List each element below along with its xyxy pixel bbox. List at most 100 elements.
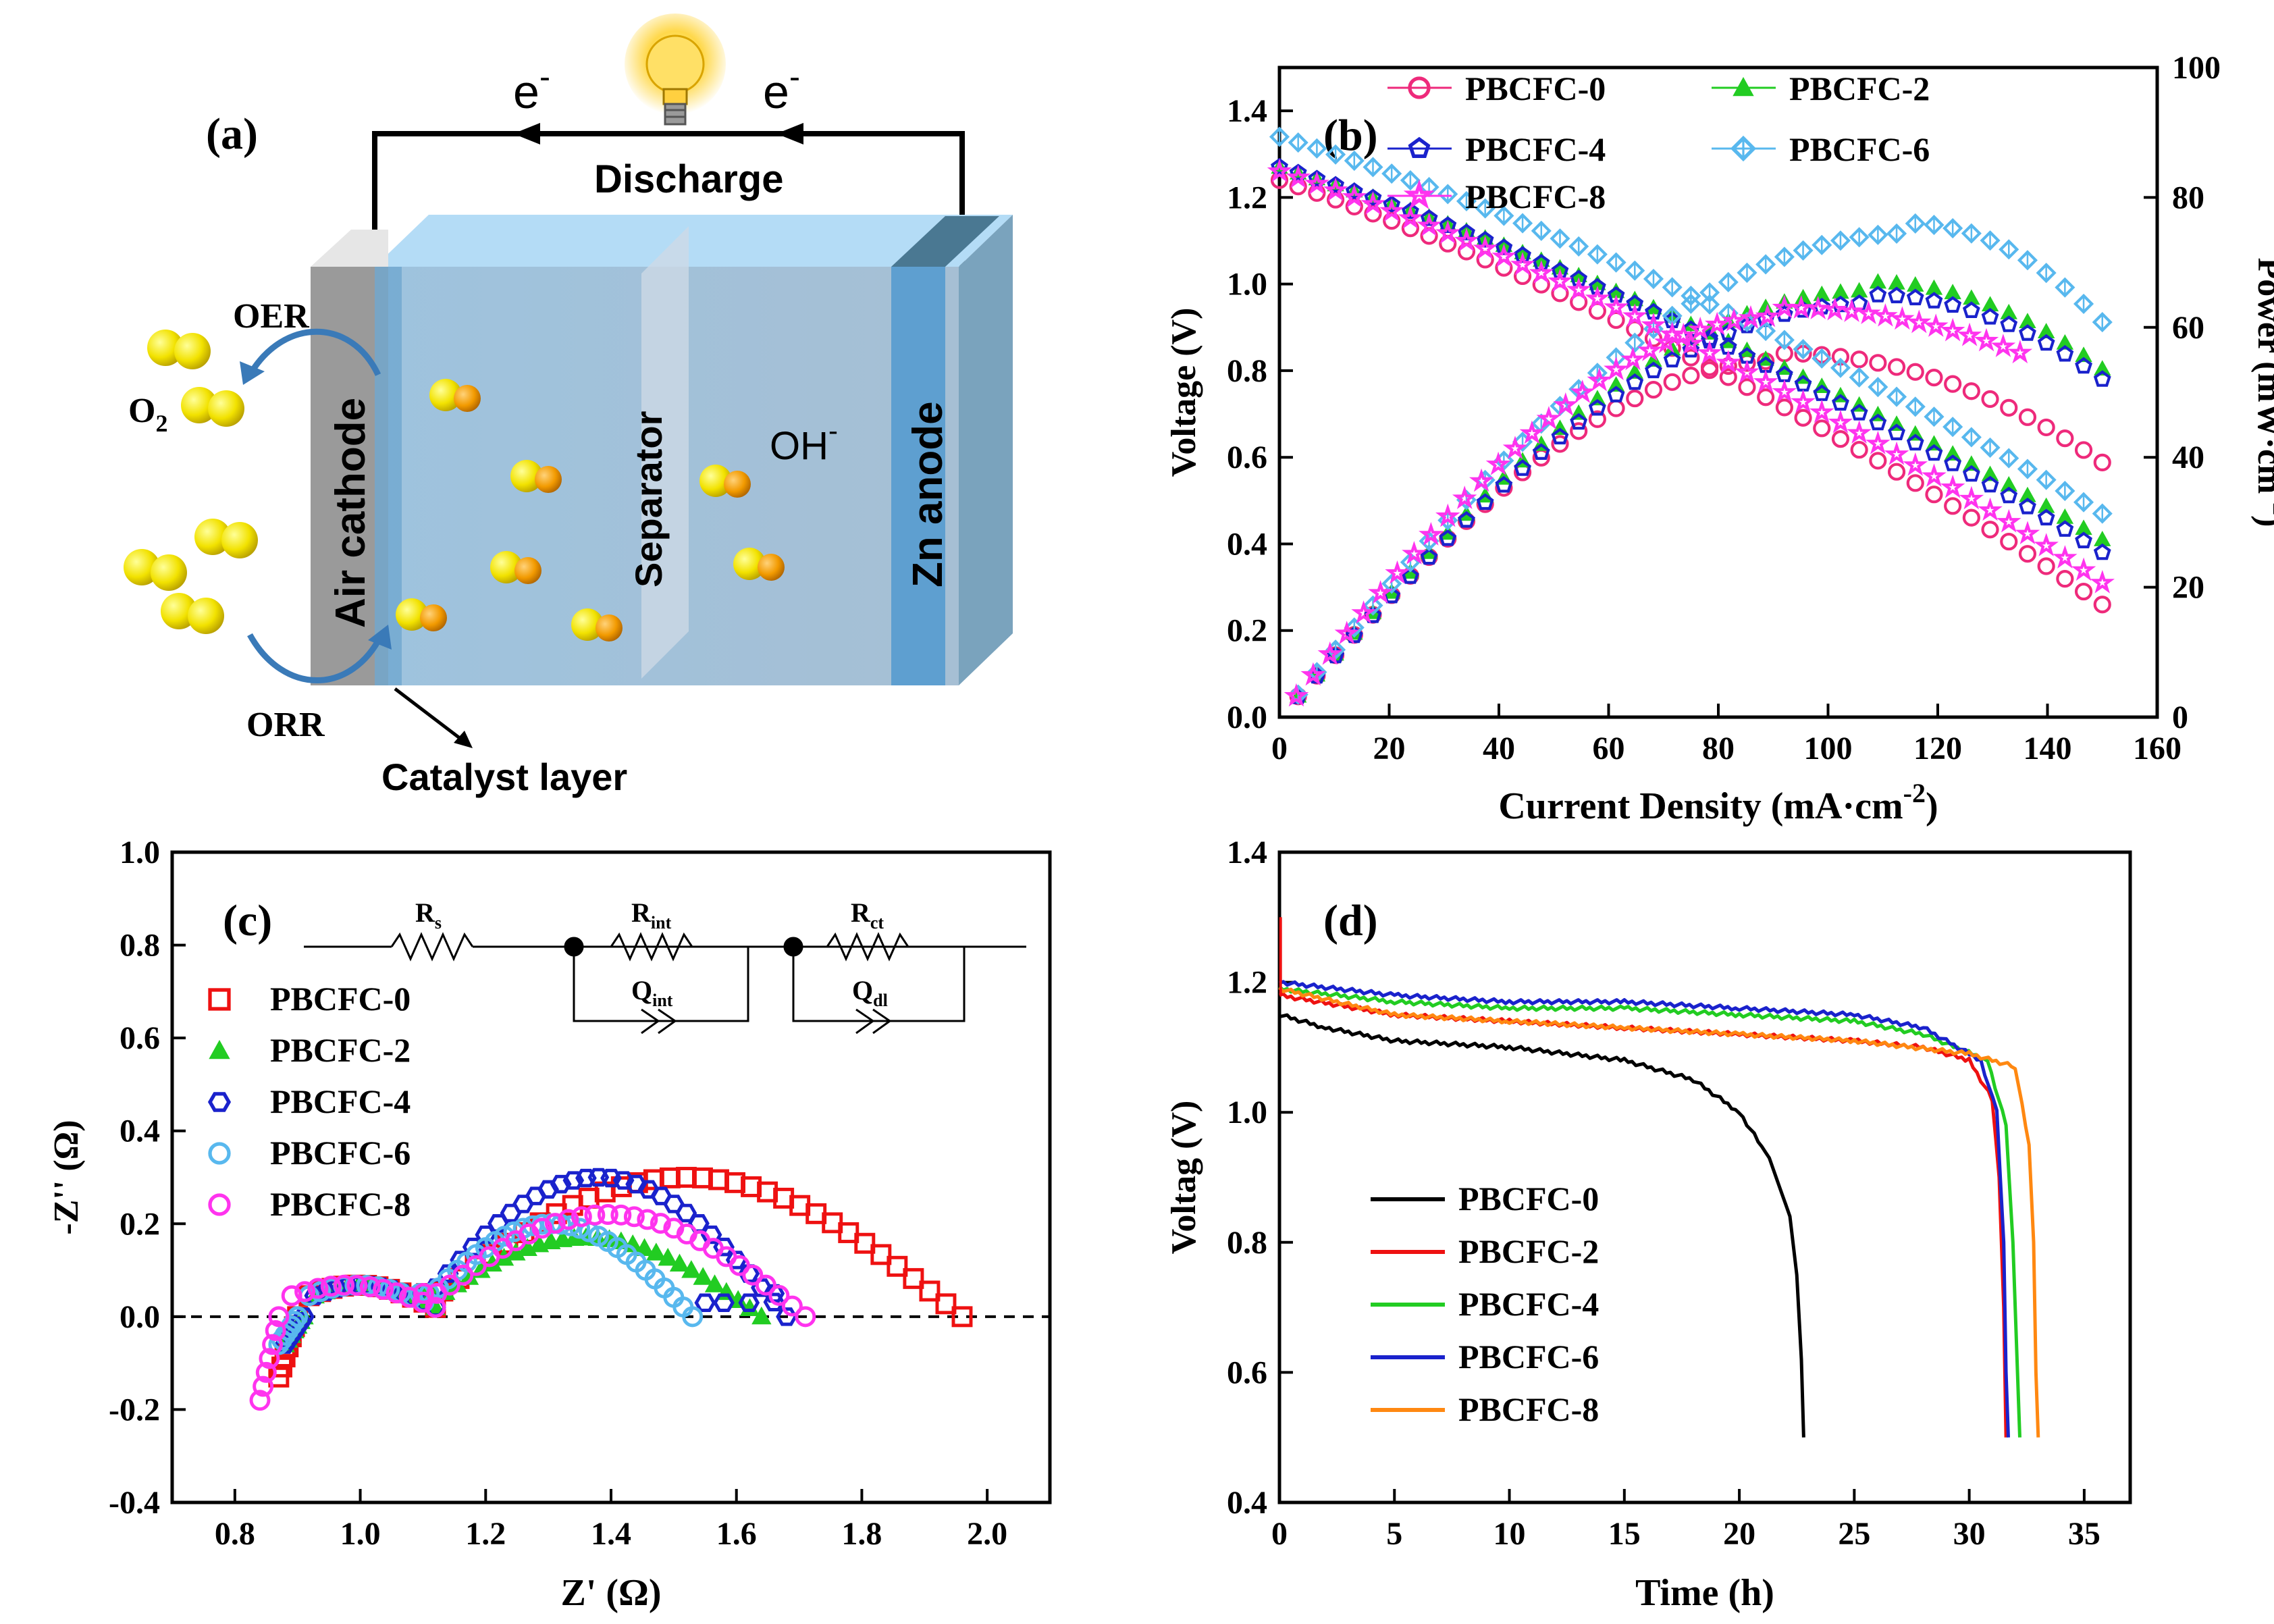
- voltage-point: [1757, 388, 1775, 407]
- power-point: [1990, 334, 2016, 357]
- impedance-point: [413, 1282, 434, 1304]
- impedance-point: [249, 1390, 271, 1411]
- impedance-point: [600, 1168, 622, 1188]
- impedance-point: [795, 1306, 816, 1328]
- power-point: [1570, 413, 1588, 430]
- voltage-point: [1345, 182, 1363, 199]
- impedance-point: [751, 1306, 772, 1325]
- panel-d-tag: (d): [1323, 896, 1378, 945]
- power-point: [1687, 316, 1713, 340]
- cell-top-face: [375, 215, 1013, 267]
- power-point: [1551, 427, 1569, 445]
- voltage-point: [1999, 448, 2019, 469]
- power-point: [1718, 271, 1739, 292]
- voltage-point: [2055, 480, 2075, 502]
- catalyst-pointer: [394, 687, 467, 744]
- voltage-point: [1922, 463, 1947, 488]
- power-point: [1868, 224, 1888, 245]
- power-point: [1925, 369, 1943, 387]
- power-point: [1923, 313, 1949, 337]
- voltage-point: [1981, 465, 1999, 481]
- oer-label: OER: [233, 297, 310, 336]
- voltage-point: [1585, 286, 1610, 309]
- voltage-point: [1887, 463, 1906, 481]
- power-point: [1551, 435, 1569, 453]
- y2-axis-label-sup: -2: [2267, 494, 2274, 515]
- impedance-point: [587, 1168, 610, 1187]
- voltage-point: [1809, 399, 1834, 423]
- x-tick-label: 0: [1271, 1516, 1288, 1552]
- power-point: [1981, 308, 1999, 325]
- power-point: [1654, 330, 1679, 353]
- power-point: [1721, 308, 1747, 332]
- o2-label: O2: [128, 392, 167, 437]
- y-tick-label: 0.2: [1227, 613, 1267, 649]
- voltage-point: [1512, 213, 1533, 234]
- power-point: [1682, 340, 1700, 358]
- voltage-point: [1308, 169, 1326, 186]
- impedance-point: [763, 1292, 785, 1311]
- x-axis-label-sup: -2: [1903, 778, 1926, 808]
- impedance-point: [562, 1171, 585, 1190]
- voltage-point: [2000, 486, 2018, 504]
- voltage-point: [1398, 205, 1423, 229]
- y-tick-label: 0.6: [1227, 440, 1267, 475]
- voltage-point: [1568, 236, 1589, 257]
- separator-membrane: [641, 226, 689, 679]
- impedance-point: [503, 1221, 525, 1242]
- x-tick-label: 80: [1702, 731, 1735, 766]
- power-point: [1856, 300, 1881, 325]
- power-point: [1850, 350, 1868, 369]
- hydroxide-ions: [396, 379, 785, 641]
- cpe-branch-dl: [792, 947, 966, 1022]
- power-point: [1974, 328, 1999, 352]
- power-point: [1849, 227, 1870, 248]
- impedance-point: [320, 1276, 342, 1297]
- power-point: [1942, 217, 1963, 239]
- y-tick-label: -0.4: [109, 1485, 160, 1521]
- x-axis-label-end: ): [1926, 785, 1938, 827]
- x-tick-label: 2.0: [967, 1516, 1007, 1552]
- power-point: [1890, 306, 1915, 330]
- electron-label-right: e-: [763, 59, 800, 118]
- voltage-point: [2034, 533, 2059, 556]
- power-point: [2019, 324, 2036, 341]
- power-point: [1300, 662, 1326, 686]
- voltage-point: [1906, 434, 1924, 451]
- legend-label: PBCFC-2: [270, 1031, 411, 1069]
- x-tick-label: 60: [1593, 731, 1625, 766]
- y-tick-label: 1.4: [1227, 835, 1267, 870]
- power-point: [2056, 429, 2074, 448]
- voltage-point: [1942, 417, 1963, 438]
- power-point: [1940, 317, 1965, 342]
- x-tick-label: 1.4: [591, 1516, 631, 1552]
- legend-marker: [208, 1142, 231, 1165]
- voltage-point: [1738, 378, 1756, 396]
- impedance-point: [558, 1209, 579, 1230]
- impedance-point: [425, 1296, 446, 1318]
- power-point: [2093, 370, 2111, 387]
- power-point: [1607, 399, 1625, 417]
- voltage-point: [1458, 224, 1475, 240]
- separator-label: Separator: [627, 411, 670, 587]
- voltage-point: [1925, 444, 1943, 461]
- resistor-rint: [610, 932, 693, 962]
- voltage-point: [1940, 474, 1965, 498]
- y-tick-label: 0.6: [120, 1020, 160, 1056]
- voltage-point: [1325, 144, 1346, 165]
- power-point: [1700, 361, 1719, 379]
- y2-tick-label: 40: [2172, 440, 2204, 475]
- voltage-point: [1925, 435, 1943, 451]
- voltage-point: [1981, 521, 1999, 539]
- y2-tick-label: 100: [2172, 50, 2221, 86]
- power-point: [1334, 621, 1359, 645]
- x-tick-label: 35: [2068, 1516, 2100, 1552]
- legend-label: PBCFC-8: [1458, 1390, 1599, 1428]
- impedance-point: [646, 1242, 666, 1261]
- power-point: [2000, 315, 2018, 332]
- power-point: [1681, 293, 1701, 314]
- x-axis-label: Time (h): [1635, 1572, 1774, 1614]
- voltage-point: [1289, 163, 1307, 181]
- power-point: [1906, 288, 1924, 306]
